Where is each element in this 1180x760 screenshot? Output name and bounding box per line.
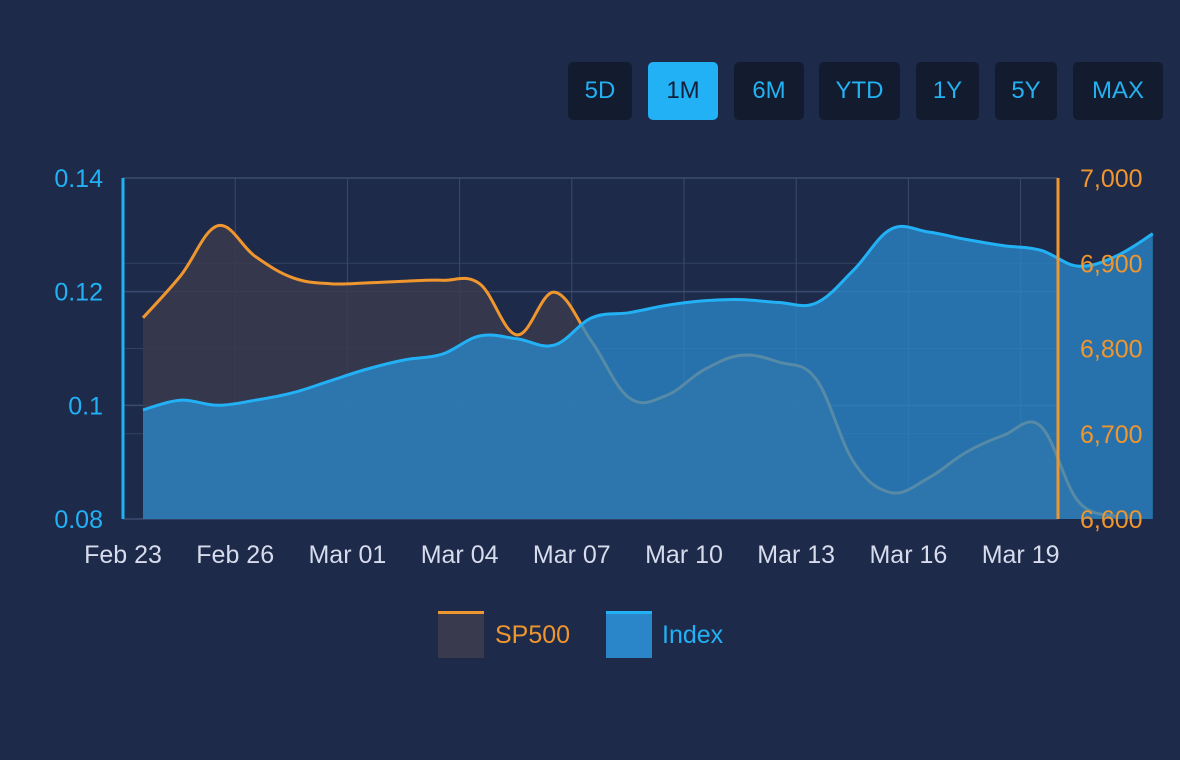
- legend-swatch-sp500: [438, 614, 484, 658]
- range-button-6m[interactable]: 6M: [734, 62, 804, 120]
- x-tick-label: Mar 01: [308, 541, 386, 569]
- range-selector: 5D 1M 6M YTD 1Y 5Y MAX: [0, 62, 1180, 120]
- range-button-5d[interactable]: 5D: [568, 62, 632, 120]
- y-right-tick-label: 6,800: [1080, 336, 1143, 364]
- x-tick-label: Feb 23: [84, 541, 162, 569]
- legend-item-sp500[interactable]: SP500: [438, 611, 570, 658]
- x-tick-label: Mar 04: [421, 541, 499, 569]
- chart-ticks: 0.08 0.1 0.12 0.14 6,600 6,700 6,800 6,900 7,000…: [54, 165, 1142, 569]
- x-tick-label: Mar 10: [645, 541, 723, 569]
- x-tick-label: Mar 19: [982, 541, 1060, 569]
- x-tick-label: Mar 16: [869, 541, 947, 569]
- y-right-tick-label: 6,700: [1080, 421, 1143, 449]
- chart-series: [141, 224, 1154, 519]
- chart-axes: [121, 178, 1060, 519]
- range-button-1y[interactable]: 1Y: [916, 62, 979, 120]
- series-area-index: [143, 226, 1153, 519]
- y-left-tick-label: 0.1: [68, 392, 103, 420]
- chart-legend: SP500 Index: [438, 611, 724, 658]
- range-button-1m[interactable]: 1M: [648, 62, 718, 120]
- y-left-tick-label: 0.14: [54, 165, 103, 193]
- legend-item-index[interactable]: Index: [606, 611, 724, 658]
- x-tick-label: Mar 07: [533, 541, 611, 569]
- series-line-index: [142, 224, 1154, 412]
- range-button-max[interactable]: MAX: [1073, 62, 1163, 120]
- legend-label-sp500: SP500: [495, 621, 570, 649]
- y-left-tick-label: 0.08: [54, 506, 103, 534]
- y-right-tick-label: 6,900: [1080, 250, 1143, 278]
- y-left-tick-label: 0.12: [54, 279, 103, 307]
- range-button-5y[interactable]: 5Y: [995, 62, 1057, 120]
- y-right-tick-label: 7,000: [1080, 165, 1143, 193]
- y-right-tick-label: 6,600: [1080, 506, 1143, 534]
- legend-swatch-index: [606, 614, 652, 658]
- x-tick-label: Feb 26: [196, 541, 274, 569]
- x-tick-label: Mar 13: [757, 541, 835, 569]
- legend-label-index: Index: [662, 621, 724, 649]
- range-button-ytd[interactable]: YTD: [819, 62, 900, 120]
- legend-swatch-sp500-line: [438, 611, 484, 614]
- legend-swatch-index-line: [606, 611, 652, 614]
